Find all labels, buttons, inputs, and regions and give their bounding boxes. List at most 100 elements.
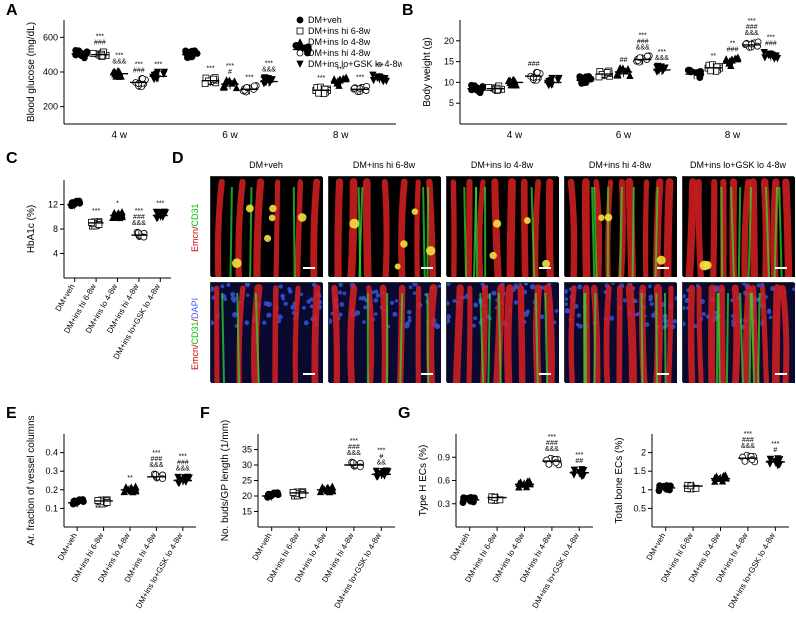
svg-text:Blood glucose (mg/dL): Blood glucose (mg/dL) [26, 22, 37, 122]
svg-text:&&&: &&& [149, 462, 163, 469]
chart-a: 200400600Blood glucose (mg/dL)###***&&&*… [22, 6, 402, 146]
micrograph [682, 282, 794, 382]
svg-text:15: 15 [444, 57, 454, 67]
svg-text:6 w: 6 w [222, 130, 238, 141]
svg-text:Total bone ECs (%): Total bone ECs (%) [614, 437, 625, 523]
svg-text:***: *** [96, 34, 104, 41]
svg-text:12: 12 [48, 200, 58, 210]
svg-text:DM+ins lo+GSK lo 4-8w: DM+ins lo+GSK lo 4-8w [134, 531, 185, 610]
svg-text:#: # [773, 447, 777, 454]
svg-text:###: ### [727, 47, 739, 54]
svg-text:###: ### [765, 40, 777, 47]
svg-text:#: # [228, 69, 232, 76]
scalebar [421, 267, 433, 269]
chart-c: 4812HbA1c (%)DM+veh***DM+ins hi 6-8w*DM+… [22, 158, 177, 393]
panel-d-micrographs: Emcn/CD31Emcn/CD31/DAPIDM+vehDM+ins hi 6… [192, 160, 792, 390]
svg-text:***: *** [658, 49, 666, 56]
svg-text:1.5: 1.5 [633, 466, 646, 476]
svg-text:&&&: &&& [545, 446, 559, 453]
svg-text:###: ### [746, 24, 758, 31]
svg-text:###: ### [177, 460, 189, 467]
svg-text:***: *** [356, 74, 364, 81]
svg-text:###: ### [348, 444, 360, 451]
svg-text:DM+veh: DM+veh [308, 15, 342, 25]
svg-text:***: *** [92, 208, 100, 215]
svg-text:&&&: &&& [741, 443, 755, 450]
scalebar [657, 373, 669, 375]
svg-text:5: 5 [449, 98, 454, 108]
svg-text:4 w: 4 w [112, 130, 128, 141]
svg-text:***: *** [206, 66, 214, 73]
svg-text:20: 20 [444, 36, 454, 46]
svg-text:&&&: &&& [132, 220, 146, 227]
svg-text:35: 35 [242, 445, 252, 455]
svg-text:DM+ins lo 4-8w: DM+ins lo 4-8w [308, 37, 371, 47]
svg-text:0.1: 0.1 [45, 503, 58, 513]
svg-text:200: 200 [43, 102, 58, 112]
svg-text:400: 400 [43, 67, 58, 77]
micrograph [446, 176, 558, 276]
svg-text:No. buds/GP length (1/mm): No. buds/GP length (1/mm) [220, 420, 231, 542]
svg-text:###: ### [151, 456, 163, 463]
svg-text:4: 4 [53, 249, 58, 259]
scalebar [421, 373, 433, 375]
micrograph [564, 176, 676, 276]
svg-text:DM+veh: DM+veh [645, 532, 668, 562]
scalebar [303, 267, 315, 269]
svg-text:##: ## [620, 57, 628, 64]
svg-text:10: 10 [444, 77, 454, 87]
svg-text:**: ** [127, 475, 133, 482]
svg-text:***: *** [154, 61, 162, 68]
svg-text:8 w: 8 w [725, 130, 741, 141]
micrograph [682, 176, 794, 276]
svg-text:&&&: &&& [176, 466, 190, 473]
scalebar [539, 267, 551, 269]
scalebar [539, 373, 551, 375]
svg-text:***: *** [135, 61, 143, 68]
svg-text:DM+veh: DM+veh [251, 532, 274, 562]
panel-b-label: B [402, 2, 414, 20]
svg-text:Type H ECs (%): Type H ECs (%) [418, 445, 429, 517]
svg-text:***: *** [226, 63, 234, 70]
svg-text:0.5: 0.5 [633, 503, 646, 513]
svg-text:25: 25 [242, 476, 252, 486]
svg-text:1: 1 [641, 485, 646, 495]
micro-col-label: DM+ins hi 6-8w [328, 160, 440, 170]
micro-col-label: DM+veh [210, 160, 322, 170]
svg-text:***: *** [771, 441, 779, 448]
svg-text:***: *** [265, 61, 273, 68]
micrograph [328, 282, 440, 382]
svg-text:***: *** [744, 431, 752, 438]
micro-col-label: DM+ins lo 4-8w [446, 160, 558, 170]
svg-text:***: *** [748, 18, 756, 25]
svg-text:30: 30 [242, 460, 252, 470]
svg-text:**: ** [711, 53, 717, 60]
micrograph [210, 176, 322, 276]
svg-text:0.9: 0.9 [437, 452, 450, 462]
svg-text:###: ### [637, 39, 649, 46]
svg-text:&&&: &&& [262, 67, 276, 74]
svg-text:&&&: &&& [745, 30, 759, 37]
svg-text:0.6: 0.6 [437, 476, 450, 486]
svg-text:&&&: &&& [655, 55, 669, 62]
svg-text:DM+ins hi 6-8w: DM+ins hi 6-8w [308, 26, 371, 36]
svg-text:#: # [379, 453, 383, 460]
svg-text:##: ## [575, 458, 583, 465]
svg-text:0.2: 0.2 [45, 485, 58, 495]
panel-c-label: C [6, 150, 18, 168]
svg-text:***: *** [575, 452, 583, 459]
svg-text:0.4: 0.4 [45, 448, 58, 458]
svg-text:8: 8 [53, 224, 58, 234]
svg-text:8 w: 8 w [333, 130, 349, 141]
svg-text:***: *** [115, 53, 123, 60]
svg-text:&&&: &&& [347, 450, 361, 457]
svg-text:DM+veh: DM+veh [54, 283, 77, 313]
panel-a-label: A [6, 2, 18, 20]
svg-text:20: 20 [242, 491, 252, 501]
svg-text:***: *** [350, 438, 358, 445]
svg-text:###: ### [133, 214, 145, 221]
svg-text:HbA1c (%): HbA1c (%) [26, 205, 37, 253]
svg-text:0.3: 0.3 [45, 466, 58, 476]
svg-text:***: *** [767, 34, 775, 41]
svg-text:***: *** [135, 208, 143, 215]
